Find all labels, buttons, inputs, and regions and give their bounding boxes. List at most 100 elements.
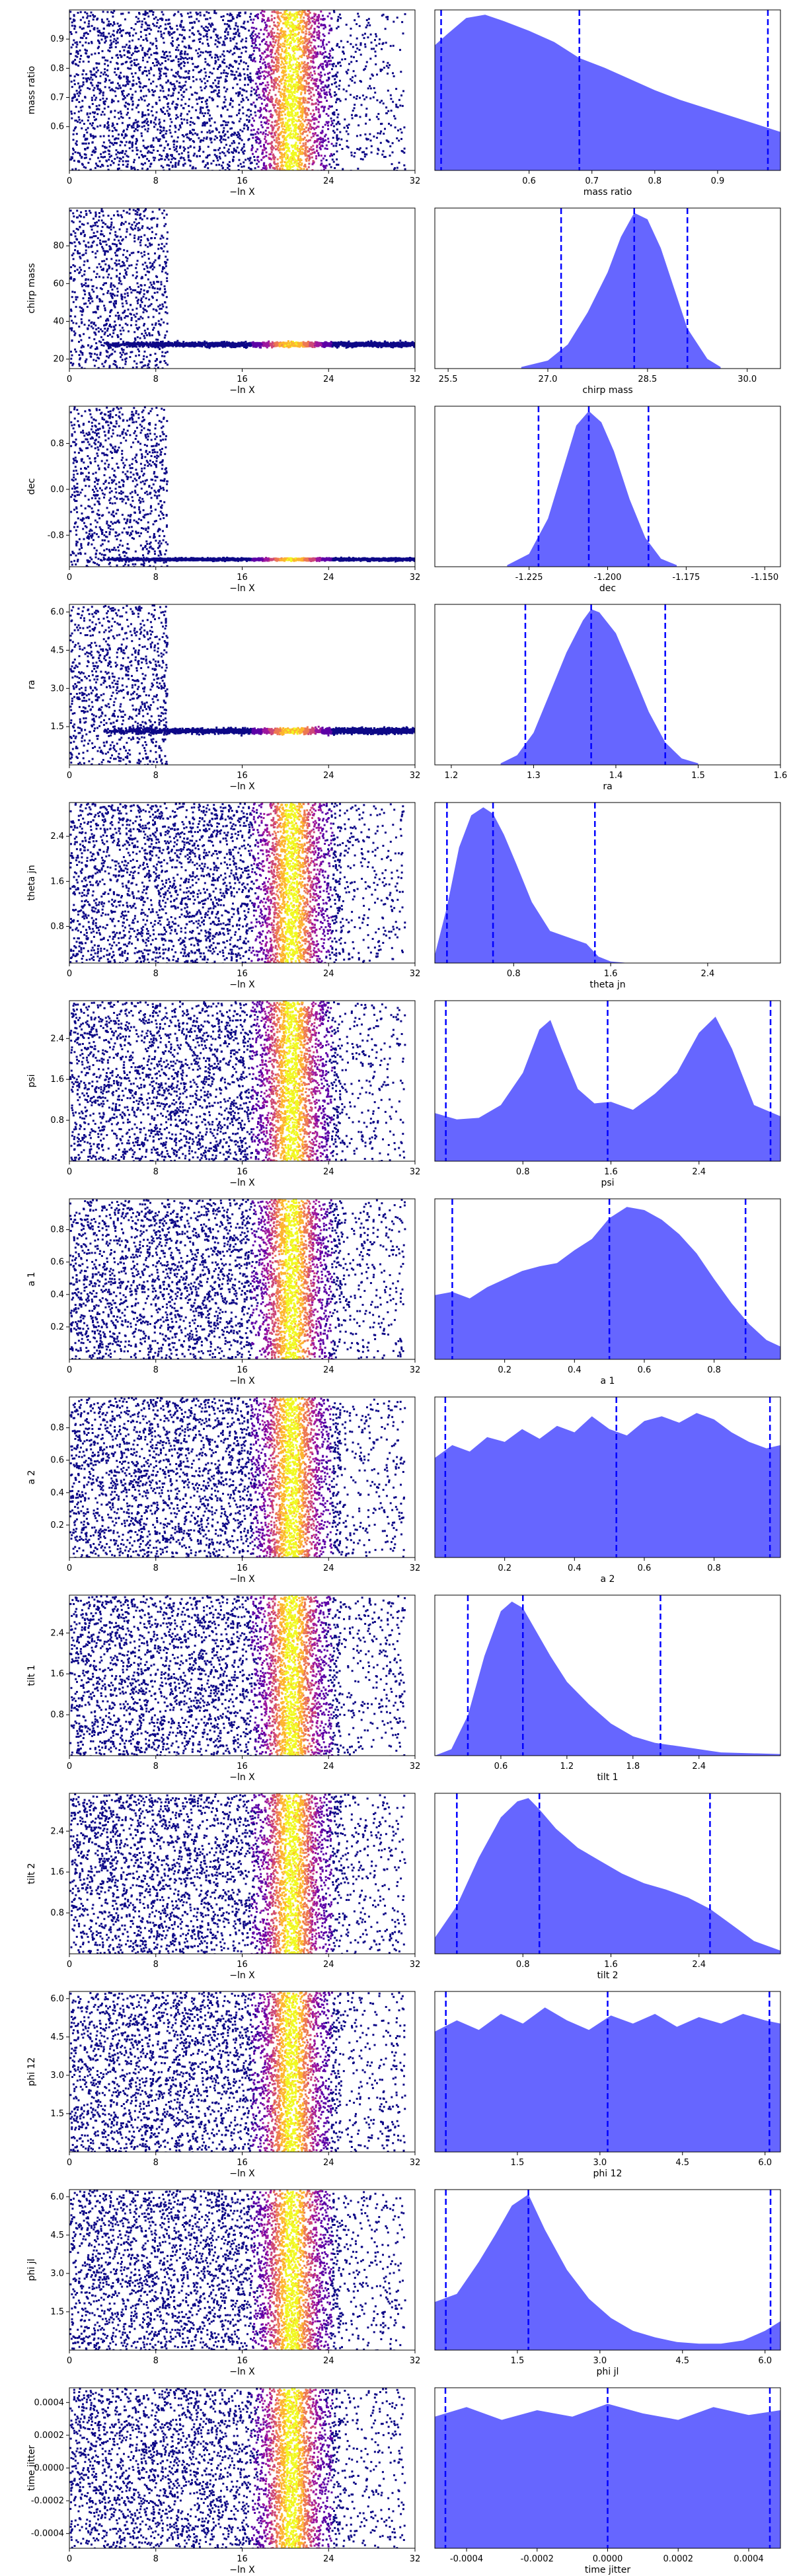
trace-x-axis-label: −ln X: [229, 980, 255, 990]
trace-x-axis-label: −ln X: [229, 385, 255, 396]
trace-x-axis-label: −ln X: [229, 1178, 255, 1188]
trace-y-axis-label: theta jn: [26, 865, 37, 900]
posterior-x-tick-label: 2.4: [692, 1167, 706, 1177]
posterior-x-axis-label: a 1: [601, 1376, 615, 1386]
trace-x-tick-label: 24: [323, 1762, 334, 1771]
trace-x-tick-label: 16: [237, 1762, 248, 1771]
trace-y-tick-label: 0.2: [50, 1521, 64, 1530]
trace-y-tick-label: 0.8: [50, 1225, 64, 1235]
trace-y-tick-label: 6.0: [50, 2192, 64, 2202]
trace-x-tick-label: 32: [410, 771, 421, 781]
trace-x-tick-label: 0: [67, 176, 72, 186]
trace-x-tick-label: 32: [410, 1960, 421, 1970]
trace-x-tick-label: 0: [67, 1365, 72, 1375]
posterior-x-tick-label: 1.5: [691, 771, 705, 781]
trace-y-tick-label: 0.9: [50, 34, 64, 44]
trace-y-tick-label: 1.5: [50, 2307, 64, 2317]
trace-x-tick-label: 32: [410, 2158, 421, 2168]
trace-x-tick-label: 24: [323, 969, 334, 979]
trace-y-axis-label: a 2: [26, 1470, 37, 1485]
trace-x-tick-label: 0: [67, 969, 72, 979]
trace-x-tick-label: 24: [323, 1960, 334, 1970]
trace-y-tick-label: 1.5: [50, 722, 64, 732]
trace-x-tick-label: 8: [153, 1960, 159, 1970]
posterior-density-area: [435, 1798, 780, 1954]
posterior-x-axis-label: tilt 1: [597, 1772, 618, 1783]
posterior-axes-frame: [434, 1000, 781, 1162]
posterior-x-tick-label: 0.6: [522, 176, 536, 186]
trace-y-tick-label: -0.0004: [31, 2529, 64, 2539]
trace-axes-frame: [69, 1396, 416, 1558]
row-phi-12: 0 8 16 24 32 −ln X 1.5 3.0 4.5 6.0 phi 12 1.5 3.0 4.5…: [26, 1991, 781, 2179]
trace-x-tick-label: 8: [153, 573, 159, 583]
posterior-x-tick-label: 27.0: [539, 375, 558, 384]
trace-y-tick-label: 0.2: [50, 1322, 64, 1332]
trace-x-tick-label: 0: [67, 2158, 72, 2168]
trace-y-tick-label: 0.8: [50, 1423, 64, 1433]
posterior-x-tick-label: -1.150: [751, 573, 778, 583]
posterior-x-tick-label: 0.2: [498, 1563, 511, 1573]
posterior-x-tick-label: 6.0: [758, 2356, 772, 2366]
trace-y-tick-label: 0.0: [50, 485, 64, 495]
row-a-1: 0 8 16 24 32 −ln X 0.2 0.4 0.6 0.8 a 1 0.2 0.4 0.6 0.8…: [26, 1198, 781, 1386]
row-time-jitter: 0 8 16 24 32 −ln X -0.0004 -0.0002 0.0000 0.0002 0…: [26, 2387, 781, 2575]
trace-y-axis-label: a 1: [26, 1272, 37, 1287]
trace-x-tick-label: 24: [323, 176, 334, 186]
posterior-x-tick-label: 4.5: [675, 2158, 689, 2168]
trace-points: [69, 406, 415, 567]
row-chirp-mass: 0 8 16 24 32 −ln X 20 40 60 80 chirp mass 25.5 27.0 2…: [26, 207, 781, 396]
posterior-axes-frame: [434, 802, 781, 964]
trace-y-tick-label: 0.8: [50, 1710, 64, 1720]
posterior-density-area: [435, 1413, 780, 1557]
posterior-x-tick-label: 1.6: [604, 1167, 618, 1177]
trace-y-tick-label: 1.5: [50, 2109, 64, 2119]
posterior-axes-frame: [434, 1396, 781, 1558]
posterior-axes-frame: [434, 1793, 781, 1954]
trace-y-tick-label: 0.6: [50, 1258, 64, 1268]
trace-x-axis-label: −ln X: [229, 187, 255, 197]
posterior-x-tick-label: 0.8: [516, 1960, 530, 1970]
posterior-x-axis-label: theta jn: [589, 980, 625, 990]
trace-x-tick-label: 24: [323, 1563, 334, 1573]
trace-x-tick-label: 0: [67, 1563, 72, 1573]
posterior-x-tick-label: 1.8: [626, 1762, 640, 1771]
trace-y-tick-label: 1.6: [50, 1867, 64, 1877]
trace-y-tick-label: 1.6: [50, 877, 64, 886]
trace-y-tick-label: 2.4: [50, 1826, 64, 1836]
trace-x-tick-label: 16: [237, 2554, 248, 2564]
trace-x-tick-label: 0: [67, 2554, 72, 2564]
posterior-x-tick-label: -1.175: [672, 573, 700, 583]
posterior-density-area: [521, 213, 721, 369]
posterior-x-tick-label: 1.2: [445, 771, 459, 781]
trace-y-tick-label: 0.4: [50, 1488, 64, 1498]
trace-x-tick-label: 8: [153, 969, 159, 979]
trace-y-tick-label: 2.4: [50, 1034, 64, 1044]
posterior-x-tick-label: 28.5: [638, 375, 657, 384]
trace-y-tick-label: 0.0002: [34, 2431, 65, 2441]
trace-x-tick-label: 16: [237, 1960, 248, 1970]
trace-points: [69, 1001, 406, 1161]
trace-x-tick-label: 0: [67, 1762, 72, 1771]
posterior-x-tick-label: 3.0: [593, 2158, 607, 2168]
posterior-density-area: [435, 1207, 780, 1359]
trace-y-tick-label: 6.0: [50, 608, 64, 618]
trace-x-axis-label: −ln X: [229, 583, 255, 594]
posterior-x-axis-label: phi 12: [593, 2168, 623, 2179]
trace-x-tick-label: 32: [410, 573, 421, 583]
trace-x-tick-label: 0: [67, 2356, 72, 2366]
trace-x-tick-label: 32: [410, 2356, 421, 2366]
trace-x-tick-label: 16: [237, 969, 248, 979]
trace-y-axis-label: phi jl: [26, 2259, 37, 2281]
posterior-x-tick-label: 6.0: [758, 2158, 772, 2168]
posterior-x-tick-label: 0.4: [568, 1563, 582, 1573]
posterior-x-tick-label: 0.2: [498, 1365, 511, 1375]
trace-x-tick-label: 32: [410, 1167, 421, 1177]
trace-y-tick-label: 0.8: [50, 439, 64, 448]
trace-y-tick-label: 4.5: [50, 2231, 64, 2240]
posterior-x-axis-label: time jitter: [585, 2565, 630, 2575]
trace-x-tick-label: 8: [153, 1365, 159, 1375]
trace-x-axis-label: −ln X: [229, 1772, 255, 1783]
trace-y-axis-label: chirp mass: [26, 263, 37, 313]
posterior-axes-frame: [434, 2189, 781, 2351]
posterior-x-tick-label: 0.6: [638, 1563, 652, 1573]
